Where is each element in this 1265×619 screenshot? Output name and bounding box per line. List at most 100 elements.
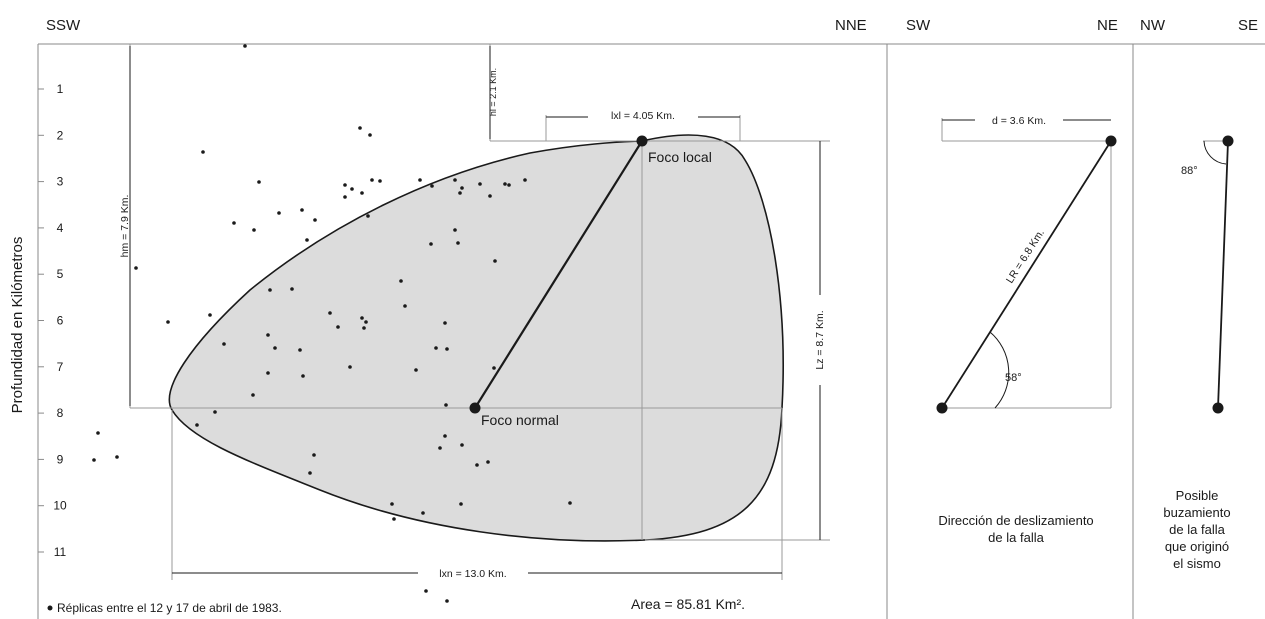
y-axis-ticks: 1 2 3 4 5 6 7 8 9 10 11 (38, 82, 67, 559)
focus-local-label: Foco local (648, 149, 712, 165)
aftershock-point (453, 178, 457, 182)
aftershock-point (403, 304, 407, 308)
aftershocks (92, 44, 572, 603)
slip-panel: d = 3.6 Km. LR = 6.8 Km. 58° Dirección d… (936, 113, 1117, 545)
slip-caption-1: Dirección de deslizamiento (938, 513, 1093, 528)
aftershock-point (273, 346, 277, 350)
focus-normal-marker (469, 402, 481, 414)
y-tick-label: 1 (57, 82, 64, 96)
y-tick-label: 5 (57, 267, 64, 281)
aftershock-point (350, 187, 354, 191)
dip-top-marker (1222, 135, 1234, 147)
aftershock-point (456, 241, 460, 245)
slip-top-marker (1105, 135, 1117, 147)
aftershock-point (348, 365, 352, 369)
aftershock-point (308, 471, 312, 475)
orientation-se: SE (1238, 17, 1258, 34)
aftershock-point (438, 446, 442, 450)
dip-caption-3: de la falla (1169, 522, 1225, 537)
y-tick-label: 8 (57, 406, 64, 420)
aftershock-point (328, 311, 332, 315)
aftershock-point (92, 458, 96, 462)
y-tick-label: 11 (54, 545, 67, 559)
y-tick-label: 6 (57, 314, 64, 328)
aftershock-point (201, 150, 205, 154)
panel-frames (37, 43, 1265, 619)
aftershock-point (460, 443, 464, 447)
aftershock-point (378, 179, 382, 183)
aftershock-point (358, 126, 362, 130)
aftershock-point (368, 133, 372, 137)
label-lz-bg (812, 295, 828, 385)
aftershock-point (195, 423, 199, 427)
aftershock-point (443, 434, 447, 438)
aftershock-point (362, 326, 366, 330)
aftershock-point (492, 366, 496, 370)
aftershock-point (453, 228, 457, 232)
dip-bottom-marker (1212, 402, 1224, 414)
focus-normal-label: Foco normal (481, 412, 559, 428)
area-label: Area = 85.81 Km². (631, 596, 745, 612)
orientation-sw: SW (906, 17, 931, 34)
orientation-ne: NE (1097, 17, 1118, 34)
dip-line (1217, 140, 1229, 409)
aftershock-point (266, 371, 270, 375)
dip-angle-arc (1203, 140, 1227, 165)
slip-bottom-marker (936, 402, 948, 414)
orientation-ssw: SSW (46, 17, 81, 34)
aftershock-point (257, 180, 261, 184)
rupture-area (168, 134, 784, 542)
y-tick-label: 9 (57, 452, 64, 466)
aftershock-point (268, 288, 272, 292)
label-lxl-bg (588, 108, 698, 122)
aftershock-point (445, 347, 449, 351)
aftershock-point (503, 182, 507, 186)
aftershock-point (312, 453, 316, 457)
aftershock-point (134, 266, 138, 270)
label-d: d = 3.6 Km. (992, 115, 1046, 127)
orientation-nne: NNE (835, 17, 867, 34)
aftershock-point (343, 183, 347, 187)
dip-caption-1: Posible (1176, 488, 1219, 503)
aftershock-point (232, 221, 236, 225)
slip-vector (941, 140, 1112, 409)
slip-caption-2: de la falla (988, 530, 1044, 545)
aftershock-point (459, 502, 463, 506)
y-tick-label: 4 (57, 221, 64, 235)
aftershock-point (115, 455, 119, 459)
aftershock-point (429, 242, 433, 246)
aftershock-point (434, 346, 438, 350)
aftershock-point (486, 460, 490, 464)
aftershock-point (460, 186, 464, 190)
aftershock-point (305, 238, 309, 242)
aftershock-point (252, 228, 256, 232)
orientation-nw: NW (1140, 17, 1166, 34)
aftershock-point (364, 320, 368, 324)
aftershock-point (390, 502, 394, 506)
y-tick-label: 10 (53, 499, 67, 513)
label-hl: hl = 2.1 Km. (488, 68, 498, 116)
aftershock-point (507, 183, 511, 187)
aftershock-point (444, 403, 448, 407)
aftershock-point (290, 287, 294, 291)
aftershock-point (266, 333, 270, 337)
label-lxl: lxl = 4.05 Km. (611, 110, 675, 122)
label-lxn-bg (418, 566, 528, 580)
aftershock-point (418, 178, 422, 182)
label-lxn: lxn = 13.0 Km. (439, 568, 506, 580)
aftershock-point (213, 410, 217, 414)
aftershock-point (277, 211, 281, 215)
aftershock-point (208, 313, 212, 317)
aftershock-point (360, 191, 364, 195)
y-tick-label: 3 (57, 175, 64, 189)
fault-trace (474, 140, 643, 409)
aftershock-point (300, 208, 304, 212)
y-axis-label: Profundidad en Kilómetros (9, 237, 26, 414)
dip-caption-2: buzamiento (1163, 505, 1230, 520)
aftershock-point (243, 44, 247, 48)
aftershock-point (298, 348, 302, 352)
y-tick-label: 7 (57, 360, 64, 374)
aftershock-point (443, 321, 447, 325)
dip-panel: 88° Posible buzamiento de la falla que o… (1163, 135, 1234, 571)
label-angle-slip: 58° (1005, 372, 1022, 384)
